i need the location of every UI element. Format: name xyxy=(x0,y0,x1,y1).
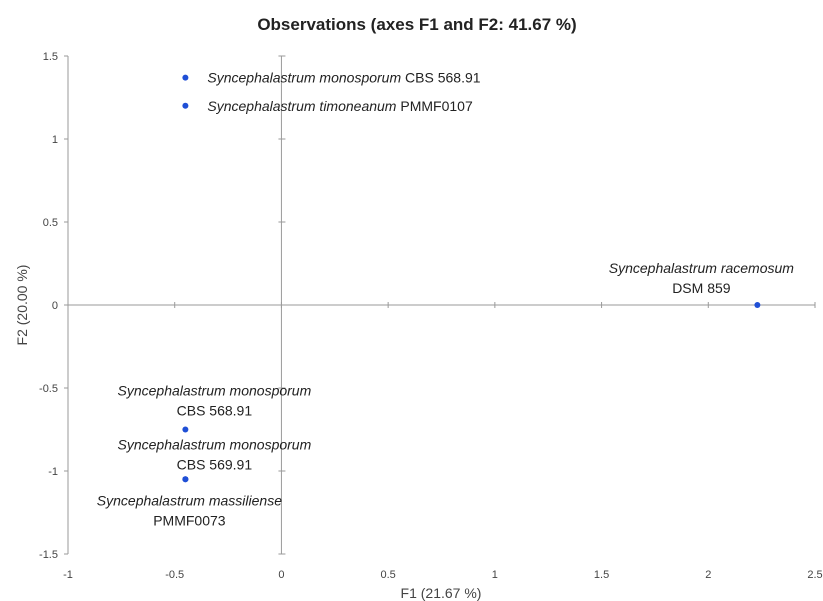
strain-id: DSM 859 xyxy=(672,280,731,296)
x-tick-label: 2 xyxy=(705,569,711,581)
species-name: Syncephalastrum racemosum xyxy=(609,260,795,276)
species-name: Syncephalastrum monosporum xyxy=(118,383,312,399)
y-tick-label: 1 xyxy=(52,134,58,146)
x-axis-title: F1 (21.67 %) xyxy=(401,585,482,601)
data-point xyxy=(754,302,761,308)
y-tick-label: -1.5 xyxy=(39,549,58,561)
strain-id: PMMF0073 xyxy=(153,512,226,528)
point-label: Syncephalastrum monosporum CBS 568.91 xyxy=(207,70,480,86)
x-tick-label: -0.5 xyxy=(165,569,184,581)
x-tick-label: 1 xyxy=(492,569,498,581)
y-tick-label: -0.5 xyxy=(39,383,58,395)
species-name: Syncephalastrum monosporum xyxy=(207,70,401,86)
data-point xyxy=(182,476,189,483)
y-axis-title: F2 (20.00 %) xyxy=(14,265,30,346)
species-name: Syncephalastrum monosporum xyxy=(118,436,312,452)
x-tick-label: -1 xyxy=(63,569,73,581)
strain-id: CBS 568.91 xyxy=(177,403,253,419)
y-tick-label: 1.5 xyxy=(43,51,58,63)
point-labels: Syncephalastrum monosporum CBS 568.91Syn… xyxy=(97,70,795,529)
data-point xyxy=(182,74,189,81)
species-name: Syncephalastrum timoneanum xyxy=(207,98,396,114)
strain-id: PMMF0107 xyxy=(396,98,472,114)
data-points xyxy=(182,74,761,483)
x-tick-label: 1.5 xyxy=(594,569,609,581)
data-point xyxy=(182,426,189,433)
x-tick-label: 0.5 xyxy=(380,569,395,581)
axes xyxy=(68,56,815,554)
y-tick-label: -1 xyxy=(48,466,58,478)
chart-title: Observations (axes F1 and F2: 41.67 %) xyxy=(257,15,576,34)
y-tick-label: 0.5 xyxy=(43,217,58,229)
point-label: Syncephalastrum timoneanum PMMF0107 xyxy=(207,98,473,114)
strain-id: CBS 569.91 xyxy=(177,456,253,472)
y-tick-label: 0 xyxy=(52,300,58,312)
x-tick-label: 0 xyxy=(278,569,284,581)
tick-labels: -1 -0.5 0 0.5 1 1.5 2 2.5 -1.5 -1 -0.5 0 0.5 1 1.5 xyxy=(39,51,823,581)
strain-id: CBS 568.91 xyxy=(401,70,481,86)
x-tick-label: 2.5 xyxy=(807,569,822,581)
species-name: Syncephalastrum massiliense xyxy=(97,492,282,508)
data-point xyxy=(182,102,189,109)
